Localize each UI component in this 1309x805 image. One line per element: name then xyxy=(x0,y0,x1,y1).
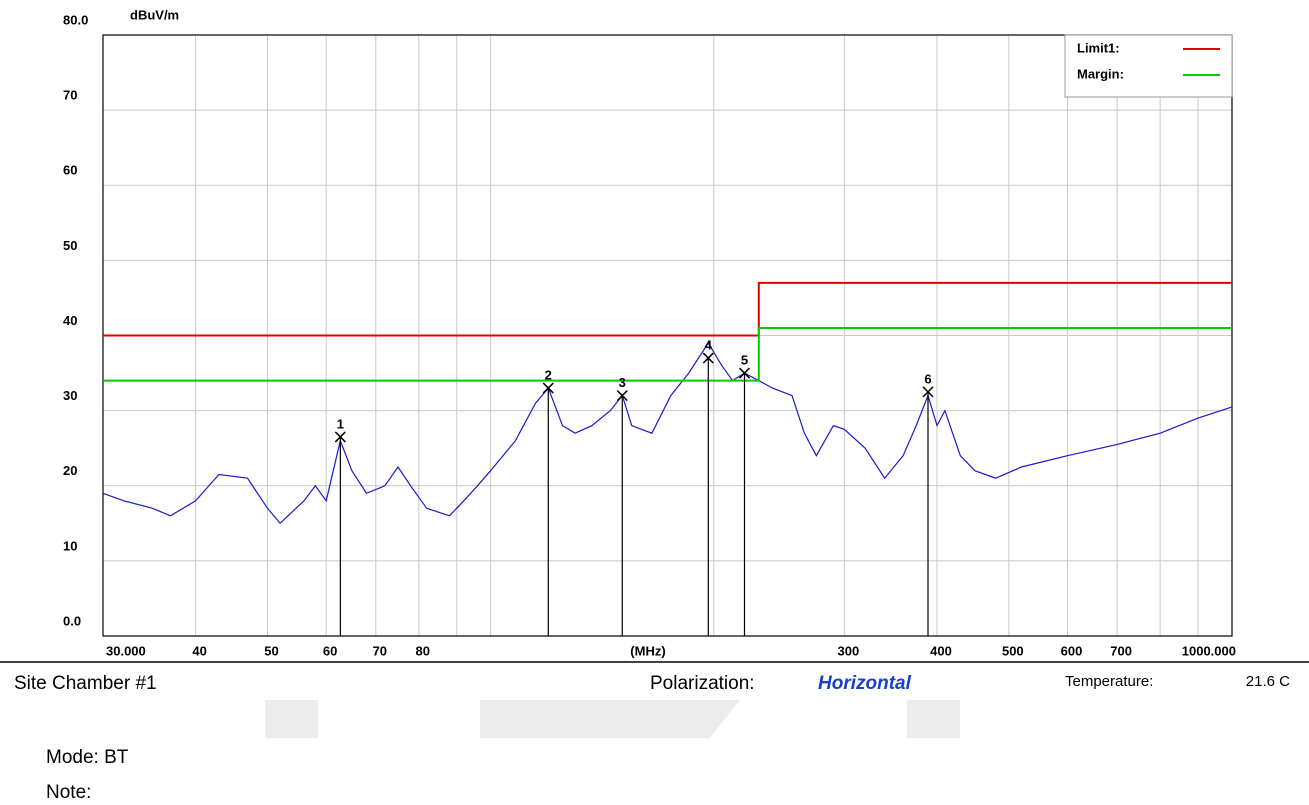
y-tick-label: 50 xyxy=(63,238,77,253)
marker-label: 4 xyxy=(705,337,713,352)
marker-label: 2 xyxy=(545,368,552,383)
x-tick-label: 50 xyxy=(264,643,278,658)
x-tick-label: 80 xyxy=(416,643,430,658)
marker-label: 6 xyxy=(924,371,931,386)
decor xyxy=(480,700,740,738)
series-line xyxy=(103,327,1232,382)
x-tick-label: 30.000 xyxy=(106,643,146,658)
y-tick-label: 60 xyxy=(63,163,77,178)
polarization-label: Polarization: xyxy=(650,673,755,694)
marker xyxy=(334,431,346,443)
y-tick-label: 40 xyxy=(63,313,77,328)
x-tick-label: 70 xyxy=(373,643,387,658)
y-tick-label: 30 xyxy=(63,388,77,403)
legend-label: Limit1: xyxy=(1077,40,1120,55)
marker xyxy=(616,390,628,402)
legend-label: Margin: xyxy=(1077,66,1124,81)
x-tick-label: 500 xyxy=(1002,643,1024,658)
series-line xyxy=(103,281,1232,337)
temperature: 21.6 C xyxy=(1246,673,1290,690)
decor xyxy=(907,700,960,738)
site: Site Chamber #1 xyxy=(14,673,157,694)
marker-label: 3 xyxy=(619,375,626,390)
y-tick-label: 20 xyxy=(63,463,77,478)
y-tick-label: 70 xyxy=(63,88,77,103)
marker-label: 1 xyxy=(337,416,344,431)
y-tick-label: 0.0 xyxy=(63,613,81,628)
marker xyxy=(922,386,934,398)
mode: Mode: BT xyxy=(46,747,129,768)
x-tick-label: 700 xyxy=(1110,643,1132,658)
y-axis-label: dBuV/m xyxy=(130,7,179,22)
marker xyxy=(738,367,751,379)
legend-box xyxy=(1064,34,1233,98)
trace-line xyxy=(102,341,1233,525)
x-tick-label: 600 xyxy=(1061,643,1083,658)
decor xyxy=(265,700,318,738)
x-tick-label: 40 xyxy=(192,643,206,658)
x-tick-label: 300 xyxy=(838,643,860,658)
x-tick-label: 60 xyxy=(323,643,337,658)
x-axis-label: (MHz) xyxy=(630,643,665,658)
marker xyxy=(702,352,714,364)
x-tick-label: 1000.000 xyxy=(1182,643,1236,658)
marker xyxy=(542,382,554,394)
marker-label: 5 xyxy=(741,353,748,368)
note: Note: xyxy=(46,782,91,803)
x-tick-label: 400 xyxy=(930,643,952,658)
temperature-label: Temperature: xyxy=(1065,673,1153,690)
polarization: Horizontal xyxy=(818,673,912,694)
y-tick-label: 80.0 xyxy=(63,12,88,27)
y-tick-label: 10 xyxy=(63,538,77,553)
